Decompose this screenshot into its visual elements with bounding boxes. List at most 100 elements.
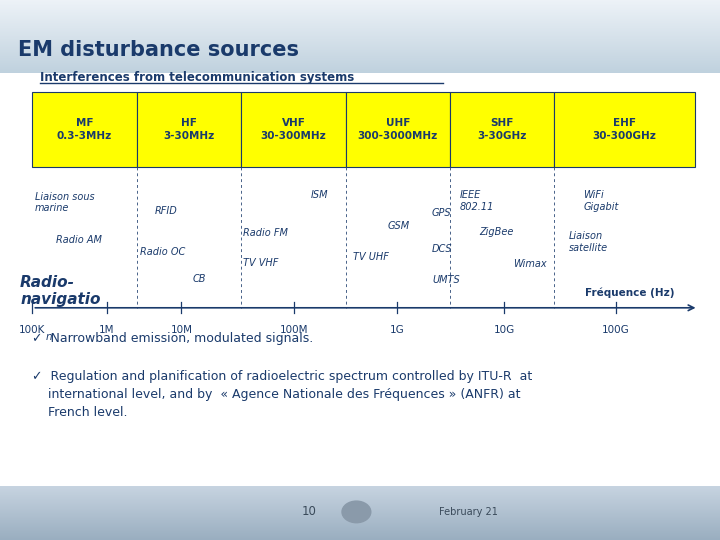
Bar bbox=[0, 58, 720, 59]
Bar bbox=[0, 1, 720, 2]
Bar bbox=[0, 45, 720, 46]
Bar bbox=[0, 13, 720, 14]
Bar bbox=[0, 54, 720, 55]
Text: ISM: ISM bbox=[311, 190, 328, 200]
Bar bbox=[0, 28, 720, 29]
Bar bbox=[0, 17, 720, 18]
Bar bbox=[0, 70, 720, 71]
Text: Radio OC: Radio OC bbox=[140, 247, 186, 258]
Text: GSM: GSM bbox=[387, 221, 410, 232]
Bar bbox=[0, 33, 720, 34]
Bar bbox=[0, 20, 720, 21]
Bar bbox=[0, 44, 720, 45]
Text: IEEE
802.11: IEEE 802.11 bbox=[459, 190, 494, 212]
Bar bbox=[0, 37, 720, 38]
Text: ✓  Regulation and planification of radioelectric spectrum controlled by ITU-R  a: ✓ Regulation and planification of radioe… bbox=[32, 370, 533, 419]
Bar bbox=[0, 24, 720, 25]
Bar bbox=[0, 47, 720, 48]
Bar bbox=[0, 25, 720, 26]
Text: Radio AM: Radio AM bbox=[56, 235, 102, 245]
Text: Fréquence (Hz): Fréquence (Hz) bbox=[585, 288, 675, 298]
Bar bbox=[0, 73, 720, 486]
Text: EM disturbance sources: EM disturbance sources bbox=[18, 39, 299, 60]
Bar bbox=[0, 56, 720, 57]
Text: UMTS: UMTS bbox=[432, 275, 460, 286]
Text: February 21: February 21 bbox=[438, 507, 498, 517]
Bar bbox=[0, 18, 720, 19]
Bar bbox=[0, 52, 720, 53]
Bar bbox=[0, 55, 720, 56]
Text: 10: 10 bbox=[302, 505, 317, 518]
Bar bbox=[0, 46, 720, 47]
Bar bbox=[0, 0, 720, 1]
Text: HF
3-30MHz: HF 3-30MHz bbox=[163, 118, 215, 141]
Text: Liaison
satellite: Liaison satellite bbox=[569, 231, 608, 253]
Bar bbox=[0, 11, 720, 12]
Bar bbox=[0, 8, 720, 9]
Bar bbox=[0, 40, 720, 42]
Bar bbox=[0, 42, 720, 43]
Bar bbox=[554, 92, 695, 167]
Bar bbox=[0, 60, 720, 62]
Bar bbox=[0, 72, 720, 73]
Bar bbox=[346, 92, 450, 167]
Bar bbox=[0, 10, 720, 11]
Text: 100G: 100G bbox=[602, 325, 629, 335]
Text: CB: CB bbox=[193, 274, 207, 285]
Text: Radio-
navigatio: Radio- navigatio bbox=[20, 275, 101, 307]
Bar bbox=[0, 3, 720, 4]
Bar bbox=[0, 23, 720, 24]
Bar bbox=[0, 9, 720, 10]
Text: DCS: DCS bbox=[432, 244, 453, 254]
Bar bbox=[0, 71, 720, 72]
Bar bbox=[0, 49, 720, 50]
Bar bbox=[0, 31, 720, 32]
Text: 10G: 10G bbox=[493, 325, 515, 335]
Bar bbox=[32, 92, 137, 167]
Bar bbox=[0, 5, 720, 6]
Text: EHF
30-300GHz: EHF 30-300GHz bbox=[593, 118, 657, 141]
Bar bbox=[137, 92, 241, 167]
Bar bbox=[0, 53, 720, 54]
Bar bbox=[0, 7, 720, 8]
Bar bbox=[450, 92, 554, 167]
Bar bbox=[0, 30, 720, 31]
Bar bbox=[0, 66, 720, 67]
Bar bbox=[0, 34, 720, 35]
Bar bbox=[0, 19, 720, 20]
Text: ZigBee: ZigBee bbox=[479, 227, 513, 237]
Bar bbox=[0, 12, 720, 13]
Bar bbox=[0, 63, 720, 64]
Bar bbox=[0, 50, 720, 51]
Bar bbox=[0, 22, 720, 23]
Bar bbox=[0, 15, 720, 16]
Bar bbox=[0, 43, 720, 44]
Text: Wimax: Wimax bbox=[513, 259, 546, 269]
Text: 10M: 10M bbox=[171, 325, 192, 335]
Text: Radio FM: Radio FM bbox=[243, 228, 287, 238]
Text: RFID: RFID bbox=[155, 206, 178, 217]
Text: SHF
3-30GHz: SHF 3-30GHz bbox=[477, 118, 527, 141]
Bar bbox=[0, 51, 720, 52]
Text: MF
0.3-3MHz: MF 0.3-3MHz bbox=[57, 118, 112, 141]
Bar bbox=[0, 57, 720, 58]
Bar bbox=[0, 32, 720, 33]
Circle shape bbox=[342, 501, 371, 523]
Text: 1G: 1G bbox=[390, 325, 405, 335]
Text: WiFi
Gigabit: WiFi Gigabit bbox=[583, 190, 618, 212]
Bar bbox=[0, 21, 720, 22]
Bar bbox=[0, 48, 720, 49]
Bar bbox=[0, 69, 720, 70]
Text: ✓  Narrowband emission, modulated signals.: ✓ Narrowband emission, modulated signals… bbox=[32, 332, 314, 345]
Bar bbox=[0, 64, 720, 65]
Bar bbox=[0, 62, 720, 63]
Bar bbox=[0, 39, 720, 40]
Text: TV VHF: TV VHF bbox=[243, 258, 278, 268]
Bar bbox=[0, 36, 720, 37]
Text: 1M: 1M bbox=[99, 325, 114, 335]
Text: VHF
30-300MHz: VHF 30-300MHz bbox=[261, 118, 326, 141]
Text: Interferences from telecommunication systems: Interferences from telecommunication sys… bbox=[40, 71, 354, 84]
Text: 100K: 100K bbox=[19, 325, 45, 335]
Text: UHF
300-3000MHz: UHF 300-3000MHz bbox=[358, 118, 438, 141]
Bar bbox=[0, 67, 720, 68]
